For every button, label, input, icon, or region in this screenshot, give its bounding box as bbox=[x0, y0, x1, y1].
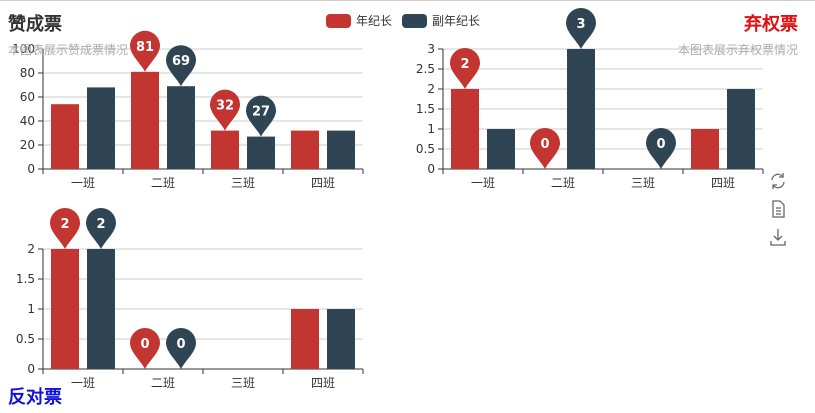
legend-label-series1: 年纪长 bbox=[356, 14, 393, 28]
top-border bbox=[0, 0, 815, 1]
marker-pin bbox=[566, 8, 596, 49]
toolbox bbox=[768, 171, 788, 255]
marker-pin bbox=[50, 208, 80, 249]
marker-pin bbox=[646, 128, 676, 169]
y-tick-label: 100 bbox=[12, 42, 35, 56]
legend-swatch-series2 bbox=[402, 13, 428, 28]
marker-label: 2 bbox=[460, 57, 469, 72]
marker-label: 69 bbox=[172, 54, 190, 69]
y-tick-label: 0 bbox=[427, 162, 435, 176]
bar bbox=[327, 309, 355, 369]
y-tick-label: 0 bbox=[27, 162, 35, 176]
x-tick-label: 四班 bbox=[311, 176, 335, 190]
bar bbox=[51, 249, 79, 369]
marker-pin bbox=[166, 45, 196, 87]
y-tick-label: 40 bbox=[20, 114, 35, 128]
x-tick-label: 二班 bbox=[151, 176, 175, 190]
legend-item-series1[interactable]: 年纪长 bbox=[326, 12, 392, 29]
marker-pin bbox=[449, 47, 480, 89]
marker-pin bbox=[130, 328, 160, 369]
marker-label: 32 bbox=[216, 99, 234, 114]
marker-label: 0 bbox=[656, 137, 665, 152]
x-tick-label: 二班 bbox=[551, 176, 575, 190]
x-tick-label: 一班 bbox=[71, 376, 95, 390]
bar bbox=[51, 104, 79, 169]
x-tick-label: 一班 bbox=[471, 176, 495, 190]
y-tick-label: 1 bbox=[27, 302, 35, 316]
y-tick-label: 0.5 bbox=[416, 142, 435, 156]
bar bbox=[691, 129, 719, 169]
bar bbox=[291, 309, 319, 369]
bar bbox=[291, 130, 319, 169]
chart-subtitle-approve: 本图表展示赞成票情况 bbox=[8, 43, 129, 57]
bar bbox=[167, 86, 195, 169]
y-tick-label: 3 bbox=[427, 42, 435, 56]
marker-label: 0 bbox=[540, 137, 549, 152]
marker-label: 2 bbox=[96, 217, 105, 232]
y-tick-label: 80 bbox=[20, 66, 35, 80]
y-tick-label: 1 bbox=[427, 122, 435, 136]
bar bbox=[487, 129, 515, 169]
y-tick-label: 2 bbox=[427, 82, 435, 96]
marker-label: 0 bbox=[140, 337, 149, 352]
marker-pin bbox=[246, 95, 276, 137]
y-tick-label: 0 bbox=[27, 362, 35, 376]
y-tick-label: 2.5 bbox=[416, 62, 435, 76]
bar bbox=[211, 130, 239, 169]
bar bbox=[247, 136, 275, 169]
download-icon[interactable] bbox=[768, 227, 788, 247]
bar bbox=[327, 130, 355, 169]
y-tick-label: 20 bbox=[20, 138, 35, 152]
marker-pin bbox=[209, 89, 240, 131]
marker-label: 27 bbox=[252, 105, 270, 120]
bar bbox=[567, 49, 595, 169]
marker-label: 81 bbox=[136, 40, 154, 55]
x-tick-label: 二班 bbox=[151, 376, 175, 390]
chart-title-approve: 赞成票 bbox=[8, 14, 62, 35]
chart-title-oppose: 反对票 bbox=[8, 387, 62, 408]
y-tick-label: 60 bbox=[20, 90, 35, 104]
x-tick-label: 三班 bbox=[231, 376, 255, 390]
legend-label-series2: 副年纪长 bbox=[432, 14, 481, 28]
marker-pin bbox=[130, 30, 160, 72]
marker-label: 3 bbox=[576, 17, 585, 32]
data-view-icon[interactable] bbox=[768, 199, 788, 219]
x-tick-label: 三班 bbox=[231, 176, 255, 190]
bar bbox=[451, 89, 479, 169]
marker-pin bbox=[86, 208, 116, 249]
y-tick-label: 1.5 bbox=[16, 272, 35, 286]
bar bbox=[87, 249, 115, 369]
bar bbox=[131, 71, 159, 169]
marker-label: 0 bbox=[176, 337, 185, 352]
legend-item-series2[interactable]: 副年纪长 bbox=[402, 12, 480, 29]
x-tick-label: 一班 bbox=[71, 176, 95, 190]
legend: 年纪长 副年纪长 bbox=[326, 12, 490, 29]
marker-pin bbox=[530, 128, 560, 169]
y-tick-label: 1.5 bbox=[416, 102, 435, 116]
x-tick-label: 三班 bbox=[631, 176, 655, 190]
x-tick-label: 四班 bbox=[311, 376, 335, 390]
bar bbox=[87, 87, 115, 169]
y-tick-label: 2 bbox=[27, 242, 35, 256]
refresh-icon[interactable] bbox=[768, 171, 788, 191]
marker-label: 2 bbox=[60, 217, 69, 232]
x-tick-label: 四班 bbox=[711, 176, 735, 190]
bar bbox=[727, 89, 755, 169]
legend-swatch-series1 bbox=[326, 13, 351, 28]
marker-pin bbox=[166, 328, 196, 369]
chart-subtitle-abstain: 本图表展示弃权票情况 bbox=[677, 43, 798, 57]
chart-title-abstain: 弃权票 bbox=[744, 14, 798, 35]
y-tick-label: 0.5 bbox=[16, 332, 35, 346]
